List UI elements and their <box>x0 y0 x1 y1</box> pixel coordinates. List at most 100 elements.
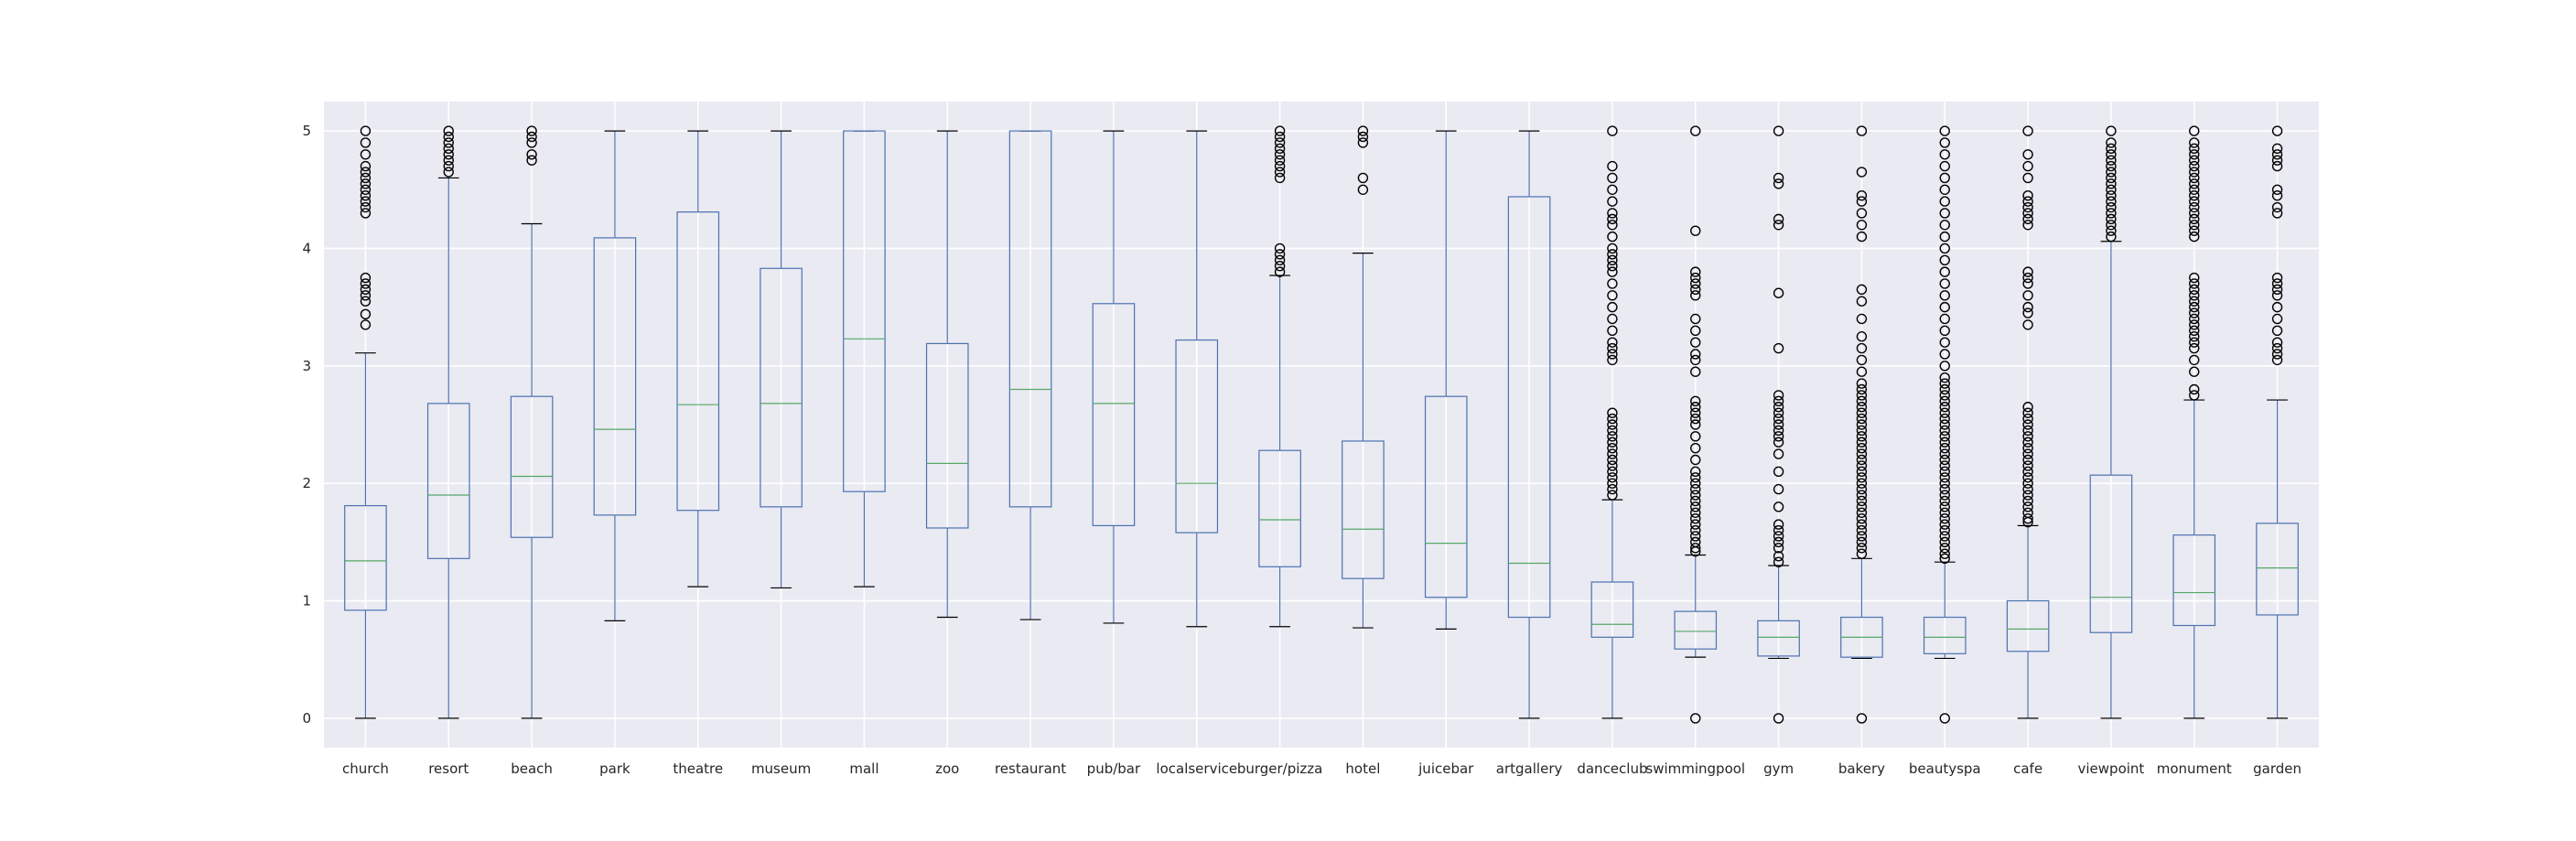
box-church <box>344 125 387 719</box>
box-danceclub <box>1590 125 1634 719</box>
outlier-point <box>1607 261 1618 272</box>
outlier-point <box>1690 495 1701 507</box>
outlier-point <box>1856 512 1868 524</box>
box-beach <box>510 125 554 719</box>
outlier-point <box>1939 325 1950 337</box>
outlier-point <box>1690 225 1701 236</box>
outlier-point <box>443 137 454 148</box>
outlier-point <box>2189 213 2200 225</box>
outlier-point <box>1274 160 1286 172</box>
outlier-point <box>1773 213 1784 225</box>
y-tick-label: 0 <box>302 710 311 727</box>
outlier-point <box>1357 137 1369 148</box>
outlier-point <box>2022 419 2033 430</box>
outlier-point <box>1607 454 1618 466</box>
outlier-point <box>2189 137 2200 148</box>
outlier-point <box>1773 551 1784 562</box>
outlier-point <box>1939 361 1950 372</box>
outlier-point <box>1607 437 1618 447</box>
outlier-point <box>1856 478 1868 489</box>
outlier-point <box>360 137 372 148</box>
outlier-point <box>1773 125 1784 136</box>
outlier-point <box>1690 524 1701 536</box>
box-iqr <box>1507 196 1551 619</box>
box-restaurant <box>1008 130 1052 620</box>
outlier-point <box>1939 337 1950 348</box>
outlier-point <box>1607 425 1618 437</box>
outlier-point <box>2022 437 2033 447</box>
plot-area-background <box>324 102 2319 748</box>
outlier-point <box>1607 466 1618 478</box>
box-iqr <box>510 395 554 538</box>
outlier-point <box>1773 556 1784 567</box>
outlier-point <box>2271 325 2283 337</box>
box-garden <box>2256 125 2299 719</box>
outlier-point <box>1856 167 1868 178</box>
outlier-point <box>2271 342 2283 354</box>
outlier-point <box>1939 553 1950 565</box>
box-iqr <box>2172 534 2216 627</box>
outlier-point <box>2189 172 2200 184</box>
outlier-point <box>2022 448 2033 459</box>
outlier-point <box>1856 220 1868 231</box>
outlier-point <box>1856 713 1868 724</box>
outlier-point <box>1690 402 1701 413</box>
outlier-point <box>1939 383 1950 395</box>
outlier-point <box>360 296 372 307</box>
box-iqr <box>426 403 470 559</box>
box-zoo <box>925 130 969 619</box>
x-tick-label: mall <box>849 760 878 777</box>
outlier-point <box>1856 495 1868 507</box>
box-iqr <box>1923 616 1967 654</box>
x-tick-label: cafe <box>2013 760 2042 777</box>
outlier-point <box>1939 507 1950 518</box>
outlier-point <box>1939 378 1950 389</box>
outlier-point <box>1939 125 1950 136</box>
outlier-point <box>1773 448 1784 459</box>
outlier-point <box>1856 448 1868 459</box>
outlier-point <box>2271 125 2283 136</box>
outlier-point <box>1856 472 1868 483</box>
outlier-point <box>1856 437 1868 447</box>
outlier-point <box>360 290 372 301</box>
outlier-point <box>1607 337 1618 348</box>
outlier-point <box>1939 478 1950 489</box>
outlier-point <box>1607 208 1618 219</box>
outlier-point <box>1939 349 1950 360</box>
outlier-point <box>2022 220 2033 231</box>
outlier-point <box>1607 125 1618 136</box>
outlier-point <box>1939 524 1950 536</box>
outlier-point <box>2271 290 2283 301</box>
outlier-point <box>2271 349 2283 360</box>
outlier-point <box>1856 548 1868 559</box>
outlier-point <box>1274 266 1286 277</box>
outlier-point <box>360 196 372 207</box>
outlier-point <box>2022 460 2033 471</box>
outlier-point <box>2189 184 2200 195</box>
outlier-point <box>1607 313 1618 325</box>
outlier-point <box>2189 208 2200 219</box>
outlier-point <box>1773 287 1784 298</box>
outlier-point <box>1939 243 1950 254</box>
box-series <box>344 125 2299 724</box>
outlier-point <box>1856 378 1868 389</box>
outlier-point <box>1939 395 1950 407</box>
outlier-point <box>2189 337 2200 348</box>
outlier-point <box>2271 155 2283 166</box>
outlier-point <box>1773 413 1784 425</box>
outlier-point <box>1690 478 1701 489</box>
outlier-point <box>1690 507 1701 518</box>
box-hotel <box>1342 125 1385 629</box>
outlier-point <box>1773 466 1784 478</box>
outlier-point <box>1939 512 1950 524</box>
x-tick-label: museum <box>751 760 811 777</box>
outlier-point <box>1773 402 1784 413</box>
box-iqr <box>925 342 969 529</box>
outlier-point <box>1856 395 1868 407</box>
outlier-point <box>443 131 454 143</box>
outlier-point <box>2189 301 2200 313</box>
x-tick-label: danceclub <box>1577 760 1647 777</box>
outlier-point <box>2271 189 2283 201</box>
box-pub-bar <box>1092 130 1136 624</box>
